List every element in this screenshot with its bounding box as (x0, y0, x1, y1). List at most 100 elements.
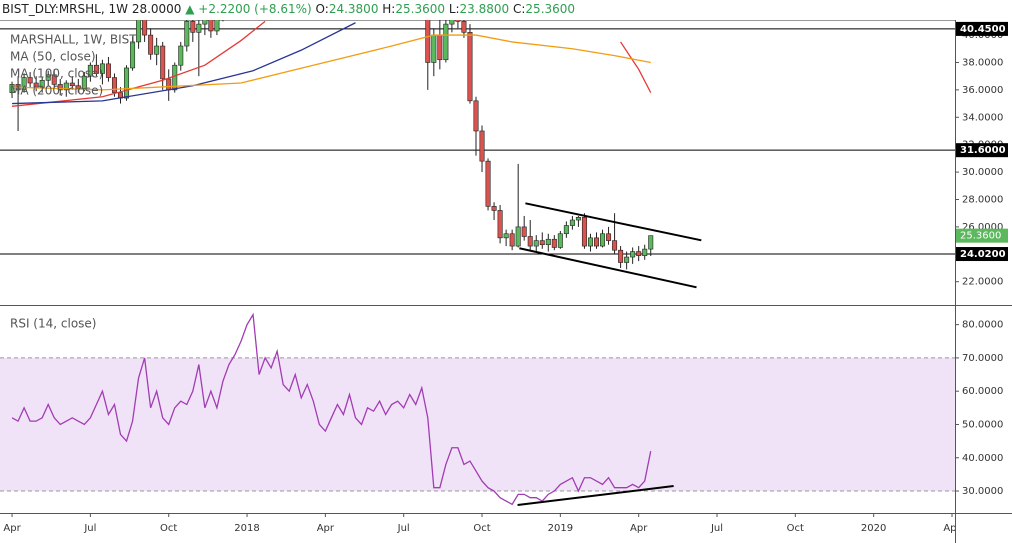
level-label: 31.6000 (960, 145, 1006, 156)
legend-entry: RSI (14, close) (10, 317, 96, 331)
pane (0, 5, 955, 289)
x-tick-label: Jul (710, 523, 723, 534)
symbol: BIST_DLY:MRSHL, 1W (2, 2, 128, 16)
header: BIST_DLY:MRSHL, 1W 28.0000 ▲ +2.2200 (+8… (2, 2, 575, 16)
rsi-line (11, 312, 652, 506)
l-value: 23.8800 (459, 2, 510, 16)
candle-body (51, 74, 57, 85)
x-tick-label: Apr (3, 523, 21, 534)
y-tick-label: 70.0000 (962, 353, 1003, 364)
candle-body (551, 238, 557, 248)
candle-body (455, 20, 461, 22)
candle-body (612, 240, 618, 251)
y-tick-label: 36.0000 (962, 85, 1003, 96)
candle-body (624, 256, 630, 263)
candle-body (69, 82, 75, 87)
level-label: 40.4500 (960, 24, 1006, 35)
trendline (525, 202, 702, 242)
x-tick-label: Oct (473, 523, 490, 534)
candle-body (642, 248, 648, 256)
legend-entry: MA (50, close) (10, 50, 96, 64)
candle-body (99, 63, 105, 74)
candle-body (166, 78, 172, 91)
moving-average (11, 20, 652, 107)
candle-body (184, 21, 190, 47)
candle-body (437, 34, 443, 61)
y-tick-label: 80.0000 (962, 320, 1003, 331)
x-tick-label: Apr (317, 523, 335, 534)
last-price-label: 25.3600 (960, 231, 1001, 242)
o-value: 24.3800 (328, 2, 379, 16)
moving-average (12, 22, 356, 105)
y-tick-label: 38.0000 (962, 57, 1003, 68)
legend-entry: MA (200, close) (10, 84, 103, 98)
candle-body (575, 217, 581, 221)
candle-body (545, 238, 551, 246)
candle-body (9, 84, 15, 93)
candle-body (521, 226, 527, 237)
level-label: 24.0200 (960, 249, 1006, 260)
candle-body (425, 20, 431, 63)
candle-body (111, 77, 117, 93)
legend-title: MARSHALL, 1W, BIST (10, 33, 137, 47)
candle-body (515, 226, 521, 247)
candle-body (39, 79, 45, 88)
candle-body (214, 20, 220, 32)
candle-body (93, 64, 99, 74)
candle-body (136, 20, 142, 43)
candle-body (473, 100, 479, 132)
x-tick-label: Jul (397, 523, 410, 534)
candle-body (503, 233, 509, 239)
y-tick-label: 50.0000 (962, 419, 1003, 430)
y-tick-label: 22.0000 (962, 277, 1003, 288)
candle-body (33, 82, 39, 88)
y-tick-label: 40.0000 (962, 453, 1003, 464)
trendline (519, 247, 697, 289)
candle-body (630, 251, 636, 258)
candle-body (148, 34, 154, 55)
last-price-box (956, 228, 1008, 243)
trendline (517, 485, 674, 507)
candle-body (172, 64, 178, 91)
x-tick-label: 2018 (234, 523, 259, 534)
c-label: C: (513, 2, 526, 16)
candle-body (527, 236, 533, 247)
candle-body (479, 130, 485, 162)
candle-body (491, 206, 497, 211)
candle-body (190, 21, 196, 33)
x-tick-label: Apr (943, 523, 961, 534)
c-value: 25.3600 (525, 2, 576, 16)
candle-body (81, 75, 87, 89)
time-axis: Apr Jul Oct 2018 Apr Jul Oct 2019 Apr Jul Oct 2020 A… (3, 513, 961, 534)
candle-body (142, 20, 148, 36)
candle-body (27, 77, 33, 84)
y-tick-label: 28.0000 (962, 194, 1003, 205)
candle-body (618, 249, 624, 263)
candle-body (443, 23, 449, 61)
candle-body (606, 233, 612, 241)
legend-entry: MA (100, close) (10, 67, 103, 81)
candle-body (533, 240, 539, 247)
candle-body (196, 23, 202, 33)
candle-body (160, 45, 166, 80)
candle-body (105, 63, 111, 78)
candle-body (202, 20, 208, 25)
candle-body (178, 45, 184, 66)
y-tick-label: 60.0000 (962, 386, 1003, 397)
x-tick-label: 2019 (548, 523, 573, 534)
x-tick-label: Oct (787, 523, 804, 534)
candle-body (497, 210, 503, 239)
x-tick-label: Apr (630, 523, 648, 534)
candle-body (154, 45, 160, 55)
candle-body (569, 219, 575, 226)
y-tick-label: 26.0000 (962, 222, 1003, 233)
y-tick-label: 34.0000 (962, 112, 1003, 123)
candle-body (124, 67, 130, 99)
candle-body (461, 21, 467, 33)
candle-body (431, 34, 437, 63)
candle-body (221, 5, 225, 15)
candle-body (539, 240, 545, 246)
level-label-box (956, 21, 1008, 36)
candle-body (467, 32, 473, 102)
